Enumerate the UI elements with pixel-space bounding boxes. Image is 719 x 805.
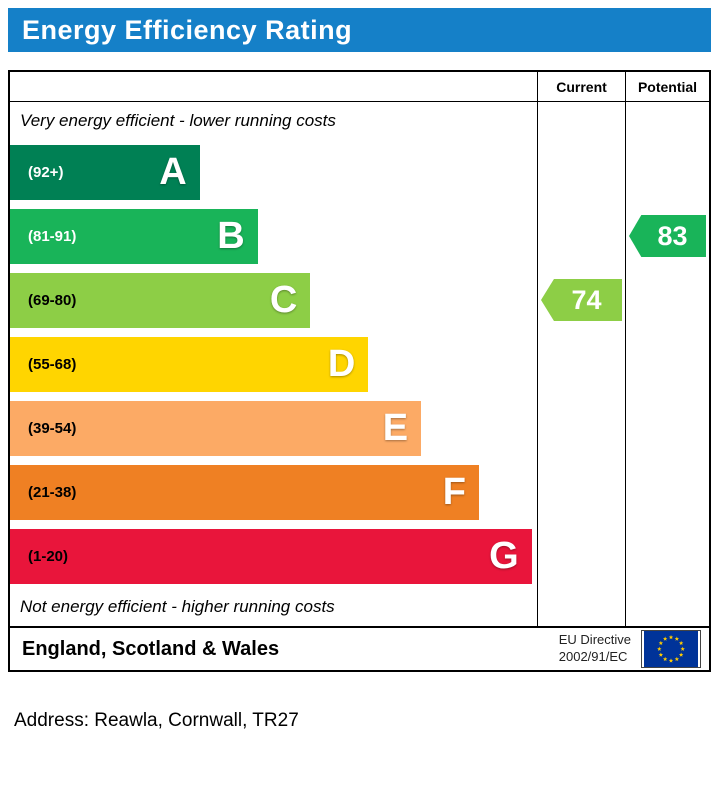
band-row-a: (92+) A — [10, 140, 537, 204]
band-g-range: (1-20) — [28, 547, 69, 565]
region-label: England, Scotland & Wales — [22, 637, 280, 660]
epc-grid: Current Potential Very energy efficient … — [10, 72, 709, 626]
address-line: Address: Reawla, Cornwall, TR27 — [14, 710, 299, 731]
epc-page: Energy Efficiency Rating Current Potenti… — [8, 8, 711, 732]
potential-column: 83 — [625, 102, 709, 626]
band-b-letter: B — [217, 215, 245, 257]
band-e: (39-54) E — [10, 400, 422, 456]
band-row-c: (69-80) C — [10, 268, 537, 332]
band-row-d: (55-68) D — [10, 332, 537, 396]
band-c: (69-80) C — [10, 272, 311, 328]
band-f: (21-38) F — [10, 464, 480, 520]
eu-directive-line2: 2002/91/EC — [558, 649, 628, 664]
eu-flag-icon — [641, 630, 701, 668]
chart-corner-cell — [10, 72, 537, 102]
band-f-letter: F — [442, 471, 467, 513]
eu-directive: EU Directive 2002/91/EC — [559, 630, 701, 668]
current-column: 74 — [537, 102, 625, 626]
current-rating-arrow: 74 — [541, 279, 622, 321]
page-title: Energy Efficiency Rating — [22, 14, 353, 45]
band-d-letter: D — [327, 343, 356, 385]
band-g: (1-20) G — [10, 528, 532, 584]
potential-rating-arrow: 83 — [629, 215, 706, 257]
top-scale-note: Very energy efficient - lower running co… — [20, 111, 336, 130]
current-column-header: Current — [537, 72, 625, 102]
band-row-f: (21-38) F — [10, 460, 537, 524]
footer-bar: England, Scotland & Wales EU Directive 2… — [8, 628, 711, 672]
band-row-b: (81-91) B — [10, 204, 537, 268]
band-d: (55-68) D — [10, 336, 369, 392]
bottom-scale-note: Not energy efficient - higher running co… — [20, 597, 335, 616]
band-b: (81-91) B — [10, 208, 258, 264]
band-e-range: (39-54) — [28, 419, 77, 437]
band-a-letter: A — [159, 151, 187, 193]
bands-area: Very energy efficient - lower running co… — [10, 102, 537, 626]
band-row-e: (39-54) E — [10, 396, 537, 460]
band-d-range: (55-68) — [28, 355, 77, 373]
epc-chart: Current Potential Very energy efficient … — [8, 70, 711, 628]
band-b-range: (81-91) — [28, 227, 77, 245]
eu-directive-line1: EU Directive — [558, 632, 631, 648]
potential-rating-value: 83 — [657, 220, 688, 251]
band-g-letter: G — [489, 535, 519, 577]
band-e-letter: E — [382, 407, 409, 449]
band-a: (92+) A — [10, 144, 200, 200]
band-f-range: (21-38) — [28, 483, 77, 501]
band-row-g: (1-20) G — [10, 524, 537, 588]
page-title-bar: Energy Efficiency Rating — [8, 8, 711, 52]
potential-column-header: Potential — [625, 72, 709, 102]
band-a-range: (92+) — [28, 163, 64, 181]
band-c-letter: C — [269, 279, 298, 321]
band-c-range: (69-80) — [28, 291, 77, 309]
eu-directive-text: EU Directive 2002/91/EC — [559, 632, 631, 666]
current-rating-value: 74 — [571, 284, 602, 315]
